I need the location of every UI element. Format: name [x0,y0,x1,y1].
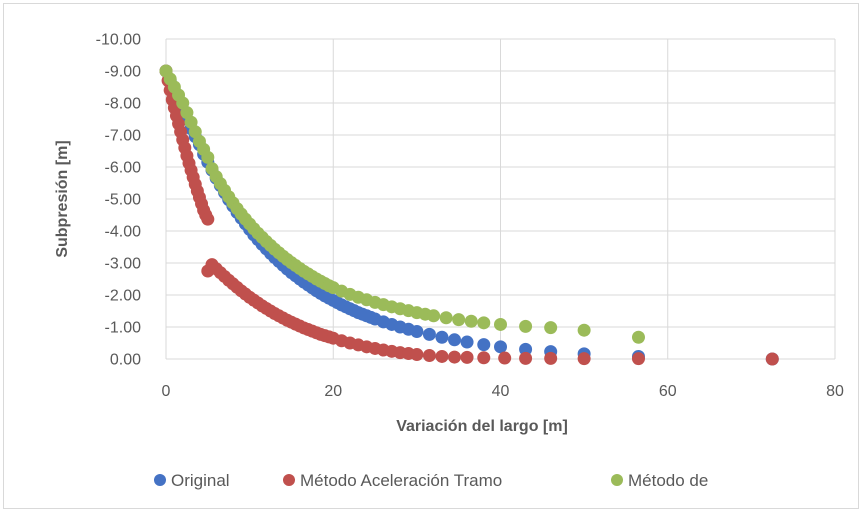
data-point [631,352,645,366]
y-tick-label: -8.00 [105,96,142,113]
y-tick-label: -10.00 [96,32,141,49]
data-point [427,309,441,323]
y-tick-labels: 0.00 -1.00 -2.00 -3.00 -4.00 -5.00 -6.00 -7.00 -… [96,32,141,369]
data-point [477,351,491,365]
data-point [460,335,474,349]
data-point [435,330,449,344]
x-tick-label: 60 [659,383,677,400]
y-tick-label: -1.00 [105,320,142,337]
y-axis-title: Subpresión [m] [54,140,71,257]
y-tick-label: -9.00 [105,64,142,81]
data-point [519,319,533,333]
legend-label: Método Aceleración Tramo [300,471,502,490]
grid-lines [165,38,836,360]
legend-label: Original [171,471,230,490]
legend-item: Original [154,471,230,490]
data-point [410,348,424,362]
data-point [544,351,558,365]
data-point [765,352,779,366]
data-point [544,321,558,335]
y-tick-label: -2.00 [105,288,142,305]
data-points [159,64,779,366]
legend-marker [283,474,295,486]
data-point [422,327,436,341]
data-point [201,150,215,164]
data-point [422,348,436,362]
data-point [498,351,512,365]
x-tick-labels: 0 20 40 60 80 [162,383,844,400]
legend-marker [154,474,166,486]
y-tick-label: -3.00 [105,256,142,273]
x-tick-label: 80 [826,383,844,400]
data-point [494,317,507,331]
x-tick-label: 40 [492,383,510,400]
data-point [435,349,449,363]
chart-frame [3,3,859,509]
data-point [631,330,645,344]
data-point [448,350,462,364]
data-point [448,333,462,347]
x-axis-title: Variación del largo [m] [396,418,568,435]
data-point [519,351,533,365]
legend: Original Método Aceleración Tramo Método d… [154,471,708,490]
legend-item: Método de [611,471,708,490]
data-point [494,340,507,354]
data-point [477,338,491,352]
y-tick-label: -5.00 [105,192,142,209]
data-point [477,316,491,330]
data-point [201,212,215,226]
data-point [577,352,591,366]
data-point [410,324,424,338]
data-point [452,313,466,327]
data-point [464,314,478,328]
legend-item: Método Aceleración Tramo [283,471,502,490]
x-tick-label: 20 [324,383,342,400]
y-tick-label: 0.00 [110,352,141,369]
data-point [460,350,474,364]
data-point [519,342,533,356]
legend-label: Método de [628,471,708,490]
data-point [439,311,453,325]
y-tick-label: -6.00 [105,160,142,177]
x-tick-label: 0 [162,383,171,400]
y-tick-label: -7.00 [105,128,142,145]
data-point [577,323,591,337]
legend-marker [611,474,623,486]
y-tick-label: -4.00 [105,224,142,241]
series-3 [159,64,645,344]
